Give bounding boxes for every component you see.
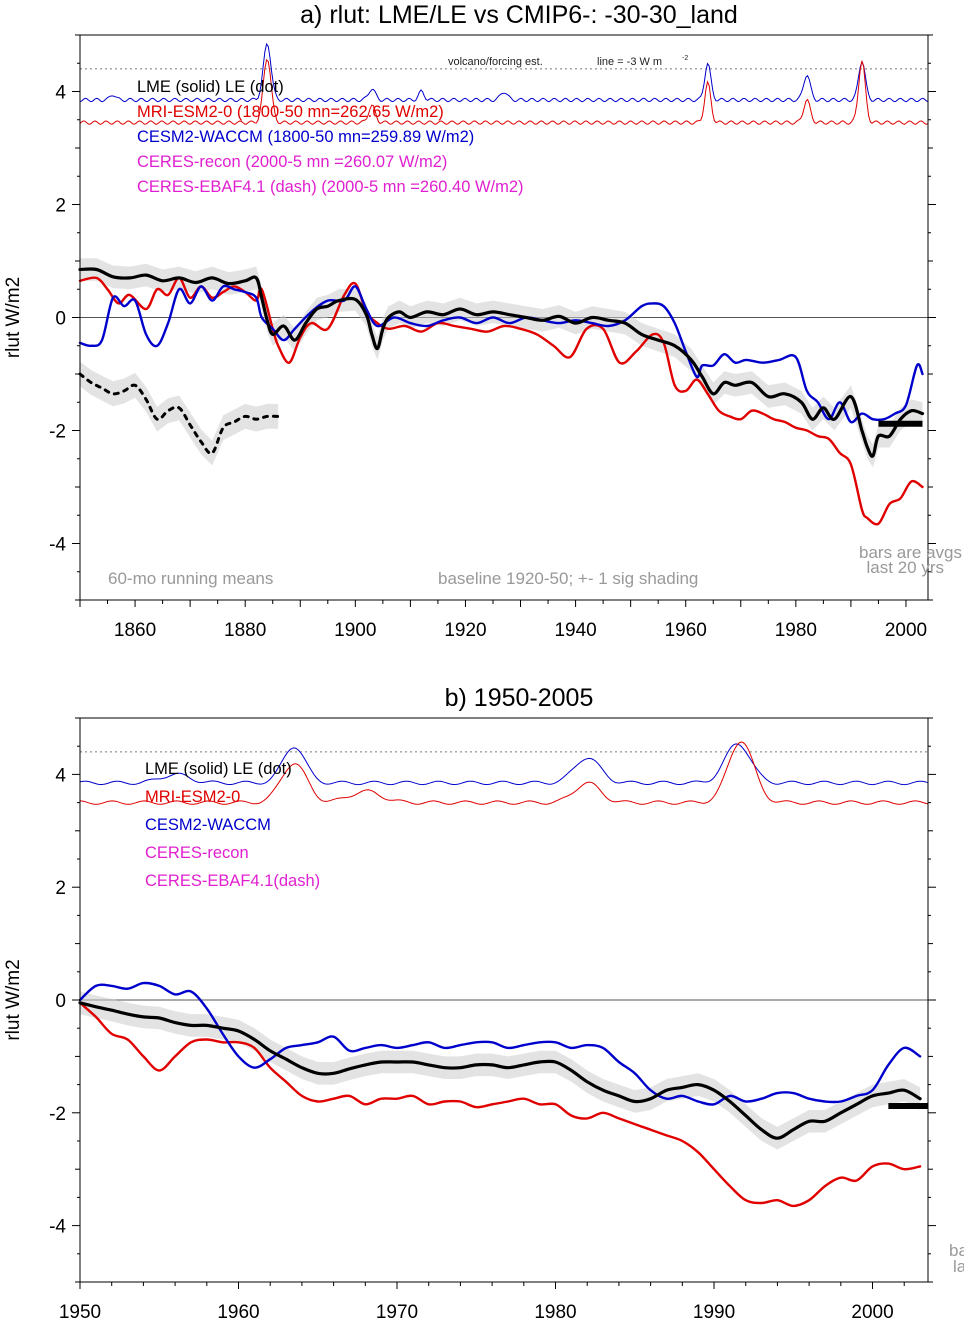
series-line-mri-esm2-0	[78, 1001, 922, 1208]
y-tick-label: -2	[49, 1104, 66, 1125]
y-tick-label: -4	[49, 1217, 66, 1238]
legend-entry: CERES-recon (2000-5 mn =260.07 W/m2)	[137, 153, 447, 171]
series-line-lme-solid-	[78, 267, 925, 458]
x-tick-label: 1880	[224, 620, 266, 641]
y-tick-label: 0	[55, 991, 66, 1012]
annotation-volcano: volcano/forcing est.	[448, 56, 543, 68]
forcing-line-cesm2-waccm	[79, 743, 929, 786]
y-tick-label: 0	[55, 309, 66, 330]
legend-entry: LME (solid) LE (dot)	[145, 760, 292, 778]
legend-entry: MRI-ESM2-0	[145, 788, 240, 806]
annotation-running-means: 60-mo running means	[108, 569, 273, 588]
x-tick-label: 1920	[444, 620, 486, 641]
y-tick-label: -4	[49, 535, 66, 556]
forcing-line-mri-esm2-0	[79, 741, 929, 805]
x-tick-label: 2000	[885, 620, 927, 641]
legend-entry: CESM2-WACCM	[145, 816, 271, 834]
annotation-bars-line2: last 20 yrs	[867, 558, 944, 577]
x-tick-label: 1990	[693, 1302, 735, 1323]
x-tick-label: 1950	[59, 1302, 101, 1323]
x-tick-label: 2000	[851, 1302, 893, 1323]
chart-title: b) 1950-2005	[445, 684, 594, 712]
annotation-bars-line1: bars are avgs	[859, 543, 962, 562]
x-tick-label: 1960	[217, 1302, 259, 1323]
x-tick-label: 1960	[665, 620, 707, 641]
y-tick-label: 4	[55, 765, 66, 786]
series-line-cesm2-waccm	[78, 981, 922, 1106]
annotation-bars-line1: bars are avgs	[949, 1241, 964, 1260]
legend-entry: CERES-EBAF4.1 (dash) (2000-5 mn =260.40 …	[137, 178, 524, 196]
annotation-line-note: line = -3 W m	[597, 56, 662, 68]
x-tick-label: 1980	[775, 620, 817, 641]
y-tick-label: 4	[55, 83, 66, 104]
chart-title: a) rlut: LME/LE vs CMIP6-: -30-30_land	[300, 1, 738, 29]
series-line-le-dot-	[78, 372, 280, 455]
y-tick-label: 2	[55, 878, 66, 899]
sigma-shading-3	[80, 361, 279, 466]
annotation-bars-line2: last 20 yrs	[953, 1257, 964, 1276]
series-line-lme-solid-	[78, 1001, 922, 1140]
x-tick-label: 1970	[376, 1302, 418, 1323]
annotation-baseline: baseline 1920-50; +- 1 sig shading	[438, 569, 698, 588]
sigma-shading-0	[80, 258, 923, 468]
legend-entry: CERES-EBAF4.1(dash)	[145, 872, 320, 890]
legend-entry: CESM2-WACCM (1800-50 mn=259.89 W/m2)	[137, 128, 474, 146]
legend-entry: CERES-recon	[145, 844, 249, 862]
y-tick-label: 2	[55, 196, 66, 217]
y-axis-label: rlut W/m2	[3, 277, 24, 358]
x-tick-label: 1860	[114, 620, 156, 641]
y-axis-label: rlut W/m2	[3, 959, 24, 1040]
panel-b: b) 1950-2005 rlut W/m2 -4 -2 0 2 4 1950 1960 1970…	[3, 684, 964, 1323]
x-tick-label: 1980	[534, 1302, 576, 1323]
annotation-line-note-sup: -2	[682, 55, 688, 62]
x-tick-label: 1940	[554, 620, 596, 641]
legend-entry: LME (solid) LE (dot)	[137, 78, 284, 96]
forcing-line-cesm2-waccm	[79, 42, 929, 103]
y-tick-label: -2	[49, 422, 66, 443]
sigma-shading-0	[80, 991, 921, 1150]
x-tick-label: 1900	[334, 620, 376, 641]
panel-a: a) rlut: LME/LE vs CMIP6-: -30-30_landrl…	[3, 1, 962, 641]
series-line-cesm2-waccm	[78, 284, 924, 424]
legend-entry: MRI-ESM2-0 (1800-50 mn=262.65 W/m2)	[137, 103, 444, 121]
forcing-line-mri-esm2-0	[79, 58, 929, 125]
